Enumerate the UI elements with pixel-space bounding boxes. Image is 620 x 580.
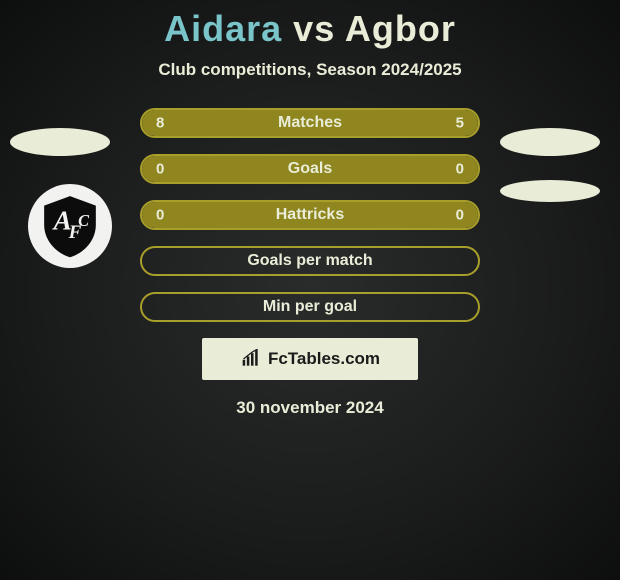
stat-bar: 8 5 Matches	[140, 108, 480, 138]
page-title: Aidara vs Agbor	[0, 0, 620, 50]
stat-label: Goals	[288, 160, 332, 178]
right-team-shadow	[500, 128, 600, 156]
player1-name: Aidara	[164, 8, 282, 49]
stat-bar: 0 0 Goals	[140, 154, 480, 184]
bars-icon	[240, 349, 262, 369]
brand-text: FcTables.com	[268, 349, 380, 369]
brand-box: FcTables.com	[202, 338, 418, 380]
stat-label: Hattricks	[276, 206, 344, 224]
subtitle: Club competitions, Season 2024/2025	[0, 60, 620, 80]
vs-text: vs	[293, 8, 335, 49]
date-text: 30 november 2024	[0, 398, 620, 418]
stat-bar: Min per goal	[140, 292, 480, 322]
stat-right-value: 5	[456, 115, 464, 132]
left-team-logo: A F C	[28, 184, 112, 268]
stat-left-value: 8	[156, 115, 164, 132]
stat-bar: 0 0 Hattricks	[140, 200, 480, 230]
stat-right-value: 0	[456, 161, 464, 178]
stat-left-value: 0	[156, 207, 164, 224]
stat-label: Matches	[278, 114, 342, 132]
stat-label: Min per goal	[263, 298, 357, 316]
stats-stage: A F C 8 5 Matches 0 0 Goals 0 0 Hattricks Goals p…	[0, 108, 620, 418]
stat-bar: Goals per match	[140, 246, 480, 276]
stat-label: Goals per match	[247, 252, 372, 270]
left-team-shadow	[10, 128, 110, 156]
infographic-root: Aidara vs Agbor Club competitions, Seaso…	[0, 0, 620, 580]
svg-text:C: C	[78, 211, 90, 230]
shield-icon: A F C	[36, 192, 104, 260]
player2-name: Agbor	[345, 8, 456, 49]
stat-right-value: 0	[456, 207, 464, 224]
right-team-shadow-2	[500, 180, 600, 202]
stats-bars: 8 5 Matches 0 0 Goals 0 0 Hattricks Goals per mat…	[140, 108, 480, 322]
stat-left-value: 0	[156, 161, 164, 178]
